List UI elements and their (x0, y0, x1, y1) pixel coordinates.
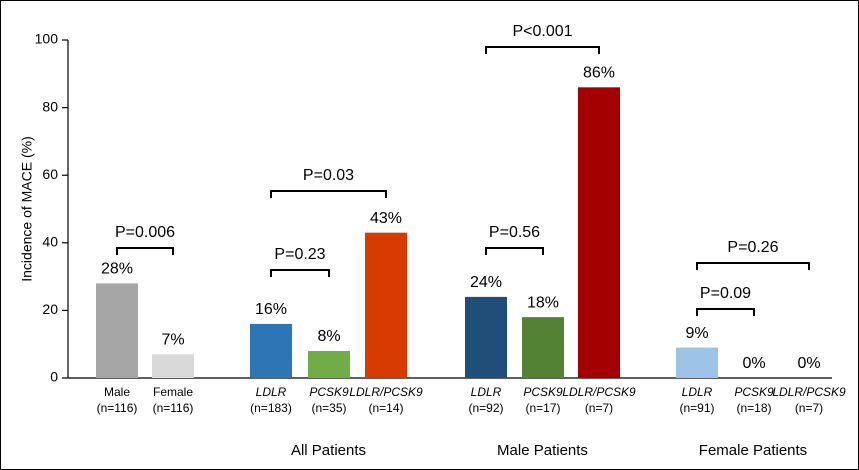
value-label: 28% (101, 261, 133, 278)
x-tick-label: Female (153, 385, 193, 399)
x-tick-label: LDLR (682, 385, 713, 399)
value-label: 0% (742, 355, 765, 372)
x-tick-label: PCSK9 (309, 385, 349, 399)
bar (152, 354, 194, 378)
x-tick-label: PCSK9 (523, 385, 563, 399)
sample-size: (n=35) (311, 401, 346, 415)
bar (522, 317, 564, 378)
x-tick-label: LDLR/PCSK9 (562, 385, 636, 399)
value-label: 7% (161, 332, 184, 349)
y-tick-label: 60 (42, 166, 58, 182)
sample-size: (n=7) (795, 401, 823, 415)
group-label: All Patients (291, 442, 366, 459)
bar (250, 323, 292, 378)
y-tick-label: 40 (42, 234, 58, 250)
x-tick-label: LDLR/PCSK9 (772, 385, 846, 399)
value-label: 8% (317, 328, 340, 345)
sample-size: (n=7) (585, 401, 613, 415)
value-label: 0% (797, 355, 820, 372)
sample-size: (n=92) (468, 401, 503, 415)
y-tick-label: 20 (42, 301, 58, 317)
value-label: 9% (685, 325, 708, 342)
sample-size: (n=116) (153, 401, 194, 415)
value-label: 43% (370, 210, 402, 227)
significance-bracket (485, 247, 544, 255)
value-label: 16% (255, 301, 287, 318)
sample-size: (n=91) (679, 401, 714, 415)
p-value: P=0.23 (274, 246, 325, 263)
sample-size: (n=14) (368, 401, 403, 415)
bar (365, 232, 407, 378)
bar (465, 296, 507, 378)
x-tick-label: PCSK9 (734, 385, 774, 399)
bar (578, 87, 620, 378)
significance-bracket (270, 190, 387, 198)
sample-size: (n=17) (525, 401, 560, 415)
significance-bracket (696, 262, 810, 270)
value-label: 18% (527, 294, 559, 311)
significance-bracket (116, 247, 174, 255)
x-tick-label: LDLR (471, 385, 502, 399)
group-label: Female Patients (699, 442, 807, 459)
significance-bracket (270, 269, 330, 277)
y-axis-label: Incidence of MACE (%) (19, 136, 35, 282)
x-tick-label: LDLR/PCSK9 (349, 385, 423, 399)
sample-size: (n=116) (97, 401, 138, 415)
value-label: 24% (470, 274, 502, 291)
p-value: P=0.56 (489, 224, 540, 241)
bar (676, 347, 718, 378)
significance-bracket (696, 308, 755, 316)
group-label: Male Patients (497, 442, 588, 459)
p-value: P=0.006 (115, 224, 175, 241)
p-value: P=0.03 (303, 167, 354, 184)
y-tick-label: 100 (35, 31, 59, 47)
p-value: P<0.001 (512, 23, 572, 40)
x-tick-label: Male (104, 385, 130, 399)
value-label: 86% (583, 65, 615, 82)
significance-bracket (485, 46, 600, 54)
sample-size: (n=183) (250, 401, 292, 415)
y-tick-label: 80 (42, 98, 58, 114)
p-value: P=0.09 (700, 285, 751, 302)
sample-size: (n=18) (736, 401, 771, 415)
p-value: P=0.26 (727, 239, 778, 256)
y-tick-label: 0 (50, 369, 58, 385)
bar (308, 350, 350, 378)
bar (96, 283, 138, 378)
x-tick-label: LDLR (256, 385, 287, 399)
